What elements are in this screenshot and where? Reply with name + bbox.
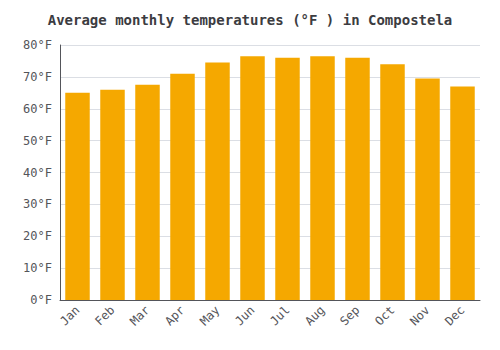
- svg-text:Aug: Aug: [302, 303, 327, 328]
- svg-text:60°F: 60°F: [23, 102, 52, 116]
- svg-text:Jun: Jun: [232, 303, 257, 328]
- svg-text:Jul: Jul: [267, 303, 292, 328]
- svg-text:Mar: Mar: [127, 303, 152, 328]
- svg-text:Apr: Apr: [162, 303, 187, 328]
- svg-text:Sep: Sep: [337, 303, 362, 328]
- svg-text:40°F: 40°F: [23, 166, 52, 180]
- svg-text:50°F: 50°F: [23, 134, 52, 148]
- svg-text:30°F: 30°F: [23, 197, 52, 211]
- svg-text:Dec: Dec: [442, 303, 467, 328]
- svg-text:Average monthly temperatures (: Average monthly temperatures (°F ) in Co…: [48, 12, 453, 28]
- svg-text:10°F: 10°F: [23, 261, 52, 275]
- svg-text:20°F: 20°F: [23, 229, 52, 243]
- svg-text:May: May: [197, 303, 222, 328]
- svg-text:Nov: Nov: [407, 303, 432, 328]
- svg-text:0°F: 0°F: [30, 293, 52, 307]
- svg-text:Oct: Oct: [372, 303, 397, 328]
- svg-text:80°F: 80°F: [23, 38, 52, 52]
- svg-text:70°F: 70°F: [23, 70, 52, 84]
- svg-text:Feb: Feb: [92, 303, 117, 328]
- svg-text:Jan: Jan: [57, 303, 82, 328]
